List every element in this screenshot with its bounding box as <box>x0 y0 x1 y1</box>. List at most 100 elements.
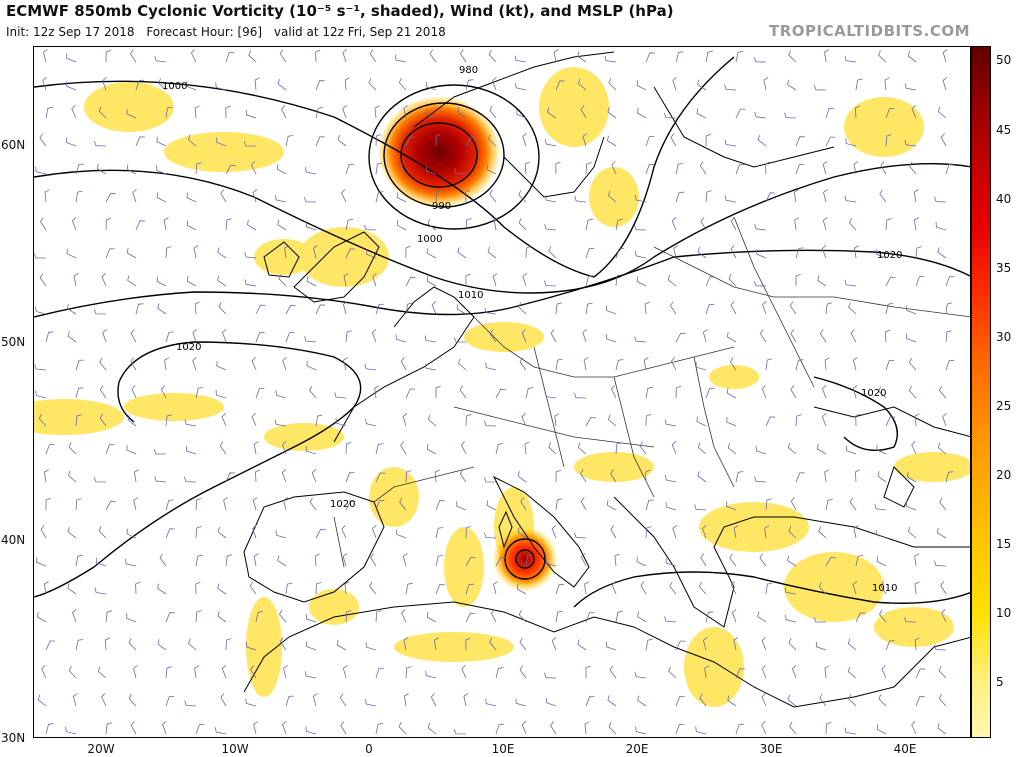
wind-barb <box>255 388 265 399</box>
wind-barb <box>126 528 137 539</box>
wind-barb <box>585 162 592 175</box>
wind-barb <box>486 500 497 511</box>
wind-barb <box>645 386 653 399</box>
wind-barb <box>852 357 858 371</box>
wind-barb <box>186 220 197 231</box>
wind-barb <box>39 273 47 287</box>
wind-barb <box>761 385 767 399</box>
wind-barb <box>907 50 917 63</box>
wind-barb <box>165 499 174 511</box>
wind-barb <box>645 499 654 511</box>
wind-barb <box>465 218 472 231</box>
wind-barb <box>787 555 797 567</box>
wind-barb <box>128 638 137 651</box>
wind-barb <box>585 218 593 231</box>
wind-barb <box>816 443 827 455</box>
wind-barb <box>102 77 107 91</box>
wind-barb <box>126 164 137 175</box>
wind-barb <box>699 161 707 175</box>
wind-barb <box>853 161 859 175</box>
wind-barb <box>311 469 317 483</box>
wind-barbs <box>34 48 955 735</box>
wind-barb <box>669 581 677 595</box>
wind-barb <box>904 139 917 147</box>
wind-barb <box>525 246 532 259</box>
wind-barb <box>795 414 802 427</box>
wind-barb <box>878 386 887 399</box>
wind-barb <box>761 637 767 651</box>
wind-barb <box>664 112 677 119</box>
wind-barb <box>909 161 917 175</box>
wind-barb <box>853 245 859 259</box>
wind-barb <box>675 163 684 175</box>
wind-barb <box>675 696 685 707</box>
wind-barb <box>727 442 737 455</box>
wind-barb <box>819 329 827 343</box>
wind-barb <box>126 613 137 623</box>
wind-barb <box>606 305 617 315</box>
wind-barb <box>304 167 317 175</box>
wind-barb <box>194 301 200 315</box>
wind-barb <box>250 665 257 679</box>
wind-barb <box>787 79 797 91</box>
wind-barb <box>784 587 797 595</box>
colorbar-label: 25 <box>996 399 1012 413</box>
wind-barb <box>915 276 925 287</box>
wind-barb <box>403 105 409 119</box>
wind-barb <box>935 222 947 231</box>
wind-barb <box>245 641 257 651</box>
wind-barb <box>945 163 955 175</box>
wind-barb <box>877 471 887 483</box>
wind-barb <box>790 385 797 399</box>
wind-barb <box>761 693 767 707</box>
wind-barb <box>544 223 557 231</box>
wind-barb <box>165 106 173 119</box>
wind-barb <box>789 301 797 315</box>
wind-barb <box>885 359 895 371</box>
wind-barb <box>644 301 650 315</box>
lon-label-0: 0 <box>365 742 373 756</box>
wind-barb <box>665 474 677 483</box>
wind-barb <box>221 413 227 427</box>
wind-barb <box>157 639 167 651</box>
wind-barb <box>574 532 587 539</box>
wind-barb <box>704 665 710 679</box>
wind-barb <box>101 693 107 707</box>
wind-barb <box>153 449 166 455</box>
wind-barb <box>726 388 737 399</box>
brand-watermark: TROPICALTIDBITS.COM <box>769 22 970 40</box>
vorticity-colorbar <box>971 46 991 738</box>
wind-barb <box>672 524 678 539</box>
wind-barb <box>492 76 497 91</box>
wind-barb <box>735 51 744 63</box>
wind-barb <box>675 385 682 399</box>
wind-barb <box>345 472 355 483</box>
wind-barb <box>519 665 527 679</box>
wind-barb <box>813 84 827 91</box>
wind-barb <box>937 723 947 735</box>
wind-barb <box>75 359 84 371</box>
wind-barb <box>251 161 257 175</box>
wind-barb <box>435 385 441 398</box>
wind-barb <box>425 670 437 679</box>
wind-barb <box>606 500 617 511</box>
wind-barb <box>607 695 617 707</box>
lon-label-20w: 20W <box>87 742 115 756</box>
wind-barb <box>255 611 264 623</box>
wind-barb <box>459 385 467 399</box>
wind-barb <box>753 56 767 63</box>
wind-barb <box>607 135 617 147</box>
isobar-label: 1000 <box>162 81 187 92</box>
wind-barb <box>585 665 591 679</box>
isobar-label: 1020 <box>861 388 886 399</box>
isobar-label: 1000 <box>417 234 442 245</box>
wind-barb <box>93 140 107 147</box>
lat-label-60n: 60N <box>1 138 26 152</box>
wind-barb <box>375 610 382 623</box>
wind-barb <box>699 693 707 707</box>
wind-barb <box>757 611 767 623</box>
wind-barb <box>135 79 145 91</box>
wind-barb <box>195 498 202 511</box>
wind-barb <box>822 217 828 231</box>
wind-barb <box>304 671 317 679</box>
